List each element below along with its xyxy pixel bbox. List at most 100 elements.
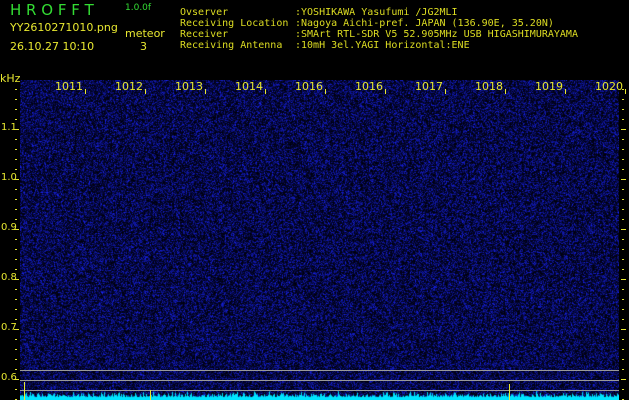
y-tick-mark bbox=[14, 179, 19, 180]
y-tick-mark bbox=[14, 129, 19, 130]
y-tick-mark bbox=[15, 139, 17, 140]
meteor-count: 3 bbox=[140, 40, 147, 53]
y-tick-mark bbox=[622, 289, 624, 290]
reference-line bbox=[20, 370, 619, 371]
x-tick-text: 1018 bbox=[475, 80, 503, 93]
info-label: Receiver bbox=[180, 29, 229, 40]
y-tick-mark bbox=[622, 259, 624, 260]
x-tick-text: 1017 bbox=[415, 80, 443, 93]
x-tick-text: 1019 bbox=[535, 80, 563, 93]
y-tick-mark bbox=[15, 169, 17, 170]
station-info-values: :YOSHIKAWA Yasufumi /JG2MLI :Nagoya Aich… bbox=[295, 7, 578, 51]
y-tick-mark bbox=[622, 369, 624, 370]
detection-marker bbox=[150, 390, 151, 400]
y-tick-mark bbox=[15, 219, 17, 220]
x-tick-text: 1012 bbox=[115, 80, 143, 93]
x-tick-label: 1014 bbox=[235, 80, 266, 94]
y-tick-mark bbox=[15, 149, 17, 150]
info-value: :Nagoya Aichi-pref. JAPAN (136.90E, 35.2… bbox=[295, 18, 554, 29]
y-tick-mark bbox=[622, 209, 624, 210]
y-tick-mark bbox=[15, 359, 17, 360]
info-label: Receiving Location bbox=[180, 18, 289, 29]
file-name: YY2610271010.png bbox=[10, 21, 118, 34]
y-tick-mark bbox=[15, 99, 17, 100]
x-tick-text: 1013 bbox=[175, 80, 203, 93]
y-tick-mark bbox=[15, 259, 17, 260]
y-tick-mark bbox=[622, 299, 624, 300]
y-tick-mark bbox=[622, 309, 624, 310]
y-tick-mark bbox=[622, 349, 624, 350]
y-tick-mark bbox=[622, 119, 624, 120]
y-tick-label: 1.1 bbox=[1, 122, 17, 133]
y-tick-mark bbox=[15, 319, 17, 320]
y-tick-mark bbox=[14, 229, 19, 230]
y-tick-mark bbox=[622, 109, 624, 110]
y-tick-mark bbox=[622, 389, 624, 390]
x-tick-label: 1018 bbox=[475, 80, 506, 94]
y-tick-label: 1.0 bbox=[1, 172, 17, 183]
x-tick-label: 1017 bbox=[415, 80, 446, 94]
y-tick-mark bbox=[622, 169, 624, 170]
y-tick-mark bbox=[621, 229, 626, 230]
y-tick-mark bbox=[622, 189, 624, 190]
y-tick-mark bbox=[15, 239, 17, 240]
y-tick-mark bbox=[622, 219, 624, 220]
meteor-label: meteor bbox=[125, 27, 165, 40]
y-tick-mark bbox=[15, 369, 17, 370]
x-tick-label: 1020 bbox=[595, 80, 626, 94]
y-tick-label: 0.7 bbox=[1, 322, 17, 333]
y-tick-mark bbox=[622, 359, 624, 360]
x-tick-text: 1020 bbox=[595, 80, 623, 93]
y-tick-mark bbox=[621, 179, 626, 180]
station-info-labels: Ovserver Receiving Location Receiver Rec… bbox=[180, 7, 288, 51]
x-tick-text: 1016 bbox=[355, 80, 383, 93]
x-tick-label: 1016 bbox=[295, 80, 326, 94]
detection-marker bbox=[24, 382, 25, 400]
y-tick-mark bbox=[15, 109, 17, 110]
y-tick-mark bbox=[14, 379, 19, 380]
y-tick-mark bbox=[622, 139, 624, 140]
y-tick-mark bbox=[15, 189, 17, 190]
y-tick-mark bbox=[15, 199, 17, 200]
x-tick-label: 1016 bbox=[355, 80, 386, 94]
x-tick-text: 1016 bbox=[295, 80, 323, 93]
y-tick-mark bbox=[622, 199, 624, 200]
y-tick-mark bbox=[15, 299, 17, 300]
y-tick-mark bbox=[622, 149, 624, 150]
y-tick-mark bbox=[622, 269, 624, 270]
y-tick-label: 0.9 bbox=[1, 222, 17, 233]
y-tick-mark bbox=[15, 389, 17, 390]
x-tick-label: 1012 bbox=[115, 80, 146, 94]
y-tick-mark bbox=[15, 349, 17, 350]
x-tick-label: 1013 bbox=[175, 80, 206, 94]
y-tick-mark bbox=[15, 159, 17, 160]
file-datetime: 26.10.27 10:10 bbox=[10, 40, 95, 53]
y-tick-mark bbox=[15, 269, 17, 270]
app-title: H R O F F T bbox=[10, 1, 94, 19]
y-tick-mark bbox=[621, 329, 626, 330]
spectrogram bbox=[20, 80, 619, 400]
reference-line bbox=[20, 390, 619, 391]
y-axis-unit: kHz bbox=[0, 72, 21, 85]
y-tick-mark bbox=[621, 279, 626, 280]
detection-marker bbox=[509, 384, 510, 400]
info-value: :SMArt RTL-SDR V5 52.905MHz USB HIGASHIM… bbox=[295, 29, 578, 40]
y-tick-mark bbox=[622, 319, 624, 320]
y-tick-mark bbox=[15, 339, 17, 340]
y-tick-mark bbox=[15, 249, 17, 250]
y-tick-mark bbox=[621, 379, 626, 380]
y-tick-label: 0.6 bbox=[1, 372, 17, 383]
app-version: 1.0.0f bbox=[125, 3, 152, 13]
y-tick-mark bbox=[622, 249, 624, 250]
x-tick-label: 1019 bbox=[535, 80, 566, 94]
y-tick-mark bbox=[15, 289, 17, 290]
x-tick-text: 1011 bbox=[55, 80, 83, 93]
info-value: :YOSHIKAWA Yasufumi /JG2MLI bbox=[295, 7, 458, 18]
info-label: Ovserver bbox=[180, 7, 229, 18]
y-tick-mark bbox=[15, 89, 17, 90]
y-tick-mark bbox=[622, 159, 624, 160]
y-tick-mark bbox=[622, 89, 624, 90]
x-tick-text: 1014 bbox=[235, 80, 263, 93]
y-tick-mark bbox=[15, 309, 17, 310]
info-label: Receiving Antenna bbox=[180, 40, 283, 51]
